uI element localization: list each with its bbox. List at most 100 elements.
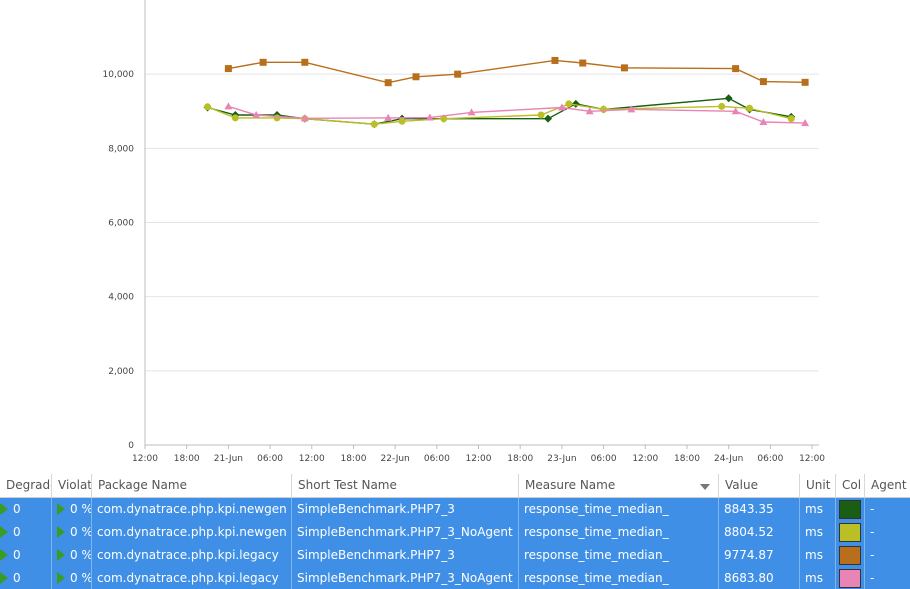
color-cell — [835, 498, 864, 521]
degrade-cell: 0 — [0, 567, 51, 589]
short-test-name-cell: SimpleBenchmark.PHP7_3 — [291, 498, 518, 521]
data-point — [224, 102, 233, 110]
data-point — [585, 107, 594, 115]
table-row[interactable]: 0 0 % com.dynatrace.php.kpi.legacy Simpl… — [0, 567, 910, 589]
series-line-2 — [207, 103, 792, 125]
data-point — [301, 58, 309, 66]
x-tick-label: 18:00 — [507, 454, 533, 464]
short-test-name-cell: SimpleBenchmark.PHP7_3 — [291, 544, 518, 567]
data-point — [620, 64, 628, 72]
data-point — [731, 107, 740, 115]
data-point — [384, 113, 393, 121]
color-swatch[interactable] — [839, 569, 861, 588]
short-test-name-cell: SimpleBenchmark.PHP7_3_NoAgent — [291, 521, 518, 544]
agent-cell: - — [864, 498, 910, 521]
y-tick-label: 8,000 — [108, 144, 134, 154]
data-point — [537, 111, 545, 119]
column-header-unit[interactable]: Unit — [799, 474, 835, 498]
value-cell: 8683.80 — [718, 567, 799, 589]
x-tick-label: 18:00 — [174, 454, 200, 464]
data-point — [801, 78, 809, 86]
data-point — [579, 59, 587, 67]
data-point — [398, 117, 406, 125]
unit-cell: ms — [799, 498, 835, 521]
data-point — [467, 108, 476, 116]
y-tick-label: 6,000 — [108, 219, 134, 229]
degrade-cell: 0 — [0, 521, 51, 544]
value-cell: 8804.52 — [718, 521, 799, 544]
unit-cell: ms — [799, 521, 835, 544]
violations-cell: 0 % — [51, 567, 91, 589]
x-tick-label: 21-Jun — [214, 454, 243, 464]
x-tick-label: 24-Jun — [714, 454, 743, 464]
y-tick-label: 4,000 — [108, 293, 134, 303]
y-tick-label: 2,000 — [108, 367, 134, 377]
measure-name-cell: response_time_median_ — [518, 567, 718, 589]
column-header-color[interactable]: Col — [835, 474, 864, 498]
data-point — [300, 114, 309, 122]
violations-cell: 0 % — [51, 498, 91, 521]
table-row[interactable]: 0 0 % com.dynatrace.php.kpi.legacy Simpl… — [0, 544, 910, 567]
data-point — [801, 119, 810, 127]
column-header-package-name[interactable]: Package Name — [91, 474, 291, 498]
value-cell: 8843.35 — [718, 498, 799, 521]
color-swatch[interactable] — [839, 523, 861, 542]
x-tick-label: 12:00 — [132, 454, 158, 464]
x-tick-label: 06:00 — [424, 454, 450, 464]
unit-cell: ms — [799, 567, 835, 589]
package-name-cell: com.dynatrace.php.kpi.newgen — [91, 498, 291, 521]
table-row[interactable]: 0 0 % com.dynatrace.php.kpi.newgen Simpl… — [0, 521, 910, 544]
play-triangle-icon — [0, 503, 8, 515]
data-point — [557, 103, 566, 111]
data-point — [759, 78, 767, 86]
package-name-cell: com.dynatrace.php.kpi.legacy — [91, 544, 291, 567]
data-point — [565, 100, 573, 108]
data-point — [370, 120, 378, 128]
data-point — [627, 105, 636, 113]
data-point — [273, 114, 281, 122]
x-tick-label: 22-Jun — [381, 454, 410, 464]
x-tick-label: 12:00 — [466, 454, 492, 464]
degrade-cell: 0 — [0, 498, 51, 521]
data-point — [440, 115, 448, 123]
play-triangle-icon — [57, 572, 65, 584]
data-point — [425, 113, 434, 121]
data-point — [724, 94, 733, 103]
column-header-value[interactable]: Value — [718, 474, 799, 498]
data-point — [787, 115, 795, 123]
column-header-violations[interactable]: Violat — [51, 474, 91, 498]
x-tick-label: 18:00 — [340, 454, 366, 464]
series-line-3 — [228, 59, 806, 84]
color-cell — [835, 567, 864, 589]
x-tick-label: 23-Jun — [547, 454, 576, 464]
data-point — [454, 70, 462, 78]
color-swatch[interactable] — [839, 546, 861, 565]
x-tick-label: 12:00 — [799, 454, 825, 464]
play-triangle-icon — [0, 549, 8, 561]
table-row[interactable]: 0 0 % com.dynatrace.php.kpi.newgen Simpl… — [0, 498, 910, 521]
y-tick-label: 10,000 — [103, 70, 135, 80]
x-tick-label: 06:00 — [257, 454, 283, 464]
violations-cell: 0 % — [51, 544, 91, 567]
package-name-cell: com.dynatrace.php.kpi.newgen — [91, 521, 291, 544]
data-point — [732, 65, 740, 73]
data-point — [231, 114, 239, 122]
series-line-4 — [228, 105, 806, 124]
x-tick-label: 06:00 — [591, 454, 617, 464]
column-header-degrade[interactable]: Degrade — [6, 478, 51, 492]
performance-chart: 0 2,000 4,000 6,000 8,000 10,000 12:00 18:00 21-… — [103, 0, 825, 464]
column-header-measure-name[interactable]: Measure Name — [518, 474, 718, 498]
color-swatch[interactable] — [839, 500, 861, 519]
data-point — [384, 79, 392, 87]
data-point — [759, 118, 768, 126]
agent-cell: - — [864, 544, 910, 567]
data-point — [600, 105, 608, 113]
measures-table: Degrade Violat Package Name Short Test N… — [0, 474, 910, 589]
column-header-short-test-name[interactable]: Short Test Name — [291, 474, 518, 498]
color-cell — [835, 521, 864, 544]
play-triangle-icon — [57, 549, 65, 561]
column-header-agent[interactable]: Agent — [864, 474, 910, 498]
measure-name-cell: response_time_median_ — [518, 521, 718, 544]
data-point — [746, 104, 754, 112]
data-point — [259, 58, 267, 66]
